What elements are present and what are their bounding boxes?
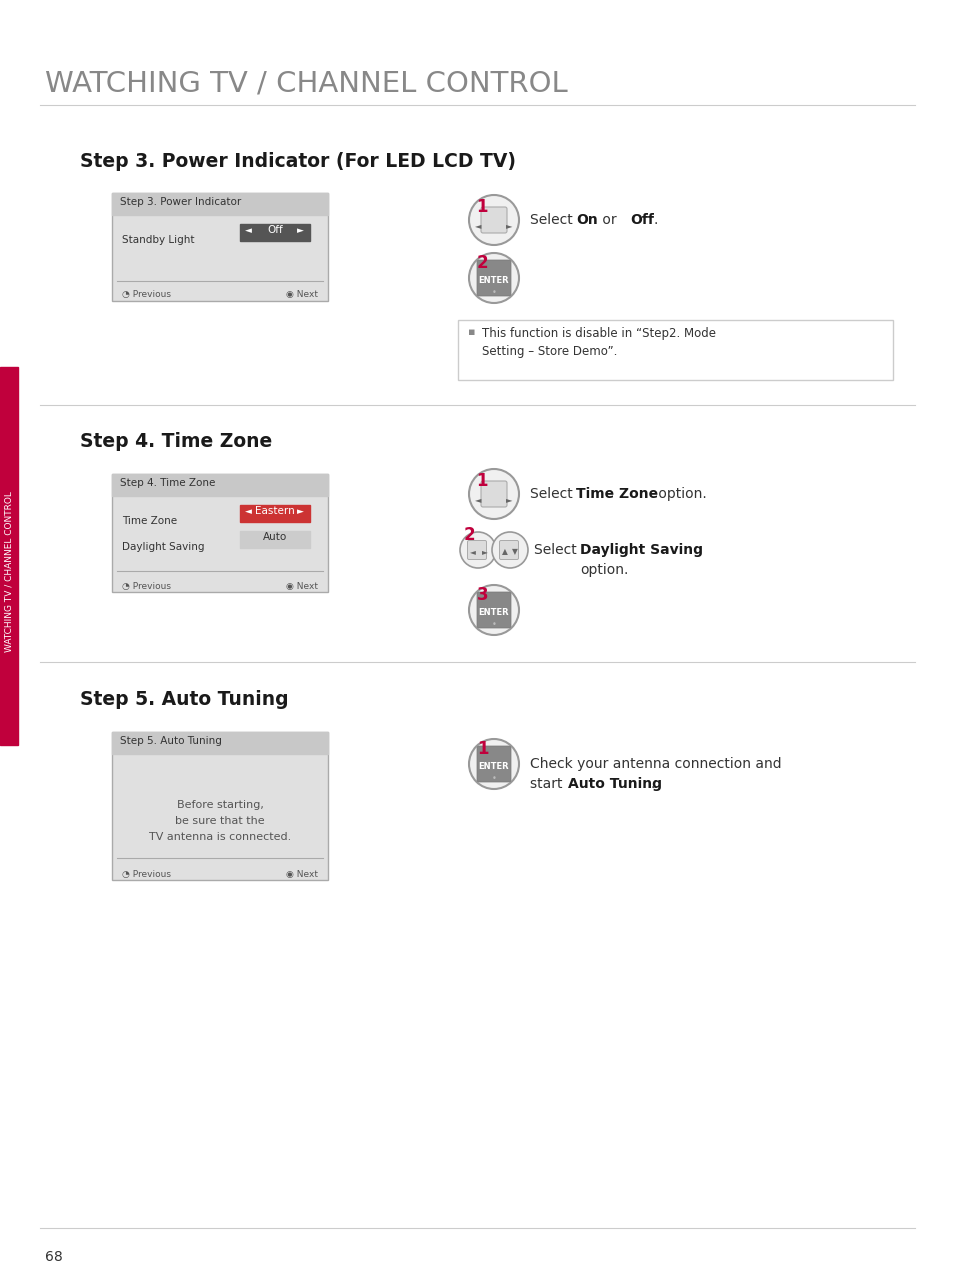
Circle shape <box>492 532 527 569</box>
Text: ◄: ◄ <box>245 226 252 235</box>
Text: be sure that the: be sure that the <box>175 817 265 826</box>
Text: start: start <box>530 777 566 791</box>
Text: Time Zone: Time Zone <box>576 487 658 501</box>
Text: ◄: ◄ <box>470 547 476 556</box>
Text: Daylight Saving: Daylight Saving <box>122 542 204 552</box>
FancyBboxPatch shape <box>480 207 506 233</box>
FancyBboxPatch shape <box>467 541 486 560</box>
Text: •: • <box>491 619 496 628</box>
Bar <box>457 321 892 380</box>
Text: .: . <box>654 212 658 226</box>
Text: On: On <box>576 212 598 226</box>
FancyBboxPatch shape <box>499 541 518 560</box>
Text: ►: ► <box>296 508 304 516</box>
Text: ENTER: ENTER <box>478 276 509 285</box>
Text: Setting – Store Demo”.: Setting – Store Demo”. <box>481 345 617 357</box>
Text: Eastern: Eastern <box>254 506 294 516</box>
Text: 1: 1 <box>476 472 487 490</box>
Text: ◉ Next: ◉ Next <box>286 583 317 591</box>
Text: Before starting,: Before starting, <box>176 800 263 810</box>
Text: 1: 1 <box>476 198 487 216</box>
Text: 2: 2 <box>463 527 476 544</box>
Bar <box>240 530 310 548</box>
Bar <box>112 731 328 754</box>
Text: Off: Off <box>267 225 283 235</box>
Text: Step 4. Time Zone: Step 4. Time Zone <box>120 478 215 488</box>
Text: ◔ Previous: ◔ Previous <box>122 870 171 879</box>
Text: Check your antenna connection and: Check your antenna connection and <box>530 757 781 771</box>
Text: Step 5. Auto Tuning: Step 5. Auto Tuning <box>120 736 222 745</box>
Text: ENTER: ENTER <box>478 608 509 617</box>
Circle shape <box>469 739 518 789</box>
Bar <box>112 193 328 215</box>
Circle shape <box>469 585 518 635</box>
Text: •: • <box>491 773 496 784</box>
Text: Step 3. Power Indicator (For LED LCD TV): Step 3. Power Indicator (For LED LCD TV) <box>80 151 516 170</box>
Text: •: • <box>491 287 496 296</box>
Text: Daylight Saving: Daylight Saving <box>579 543 702 557</box>
Text: ◔ Previous: ◔ Previous <box>122 290 171 299</box>
Text: Time Zone: Time Zone <box>122 516 177 527</box>
FancyBboxPatch shape <box>480 481 506 508</box>
Text: This function is disable in “Step2. Mode: This function is disable in “Step2. Mode <box>481 327 716 340</box>
Text: 3: 3 <box>476 586 488 604</box>
Text: WATCHING TV / CHANNEL CONTROL: WATCHING TV / CHANNEL CONTROL <box>5 491 13 653</box>
FancyBboxPatch shape <box>476 745 511 782</box>
Text: ►: ► <box>505 221 512 230</box>
Text: Select: Select <box>530 487 577 501</box>
Circle shape <box>459 532 496 569</box>
Text: Step 4. Time Zone: Step 4. Time Zone <box>80 432 272 452</box>
Text: option.: option. <box>579 563 628 577</box>
Text: WATCHING TV / CHANNEL CONTROL: WATCHING TV / CHANNEL CONTROL <box>45 70 567 98</box>
Bar <box>240 505 310 522</box>
FancyBboxPatch shape <box>476 259 511 296</box>
Text: ◄: ◄ <box>475 221 481 230</box>
FancyBboxPatch shape <box>476 591 511 628</box>
Text: TV antenna is connected.: TV antenna is connected. <box>149 832 291 842</box>
Text: ►: ► <box>481 547 487 556</box>
Text: ►: ► <box>296 226 304 235</box>
Text: Select: Select <box>534 543 580 557</box>
Bar <box>0 368 18 745</box>
Bar <box>112 731 328 880</box>
Text: ▪: ▪ <box>468 327 475 337</box>
Text: Auto Tuning: Auto Tuning <box>567 777 661 791</box>
Text: 2: 2 <box>476 254 488 272</box>
Bar <box>112 474 328 591</box>
Text: ◄: ◄ <box>475 495 481 504</box>
Text: Select: Select <box>530 212 577 226</box>
Text: ◄: ◄ <box>245 508 252 516</box>
Text: ▼: ▼ <box>512 547 517 556</box>
Text: ENTER: ENTER <box>478 762 509 771</box>
Text: 1: 1 <box>476 740 488 758</box>
Circle shape <box>469 195 518 245</box>
Text: ◔ Previous: ◔ Previous <box>122 583 171 591</box>
Text: Step 3. Power Indicator: Step 3. Power Indicator <box>120 197 241 207</box>
Circle shape <box>469 253 518 303</box>
Text: Auto: Auto <box>263 532 287 542</box>
Text: Step 5. Auto Tuning: Step 5. Auto Tuning <box>80 689 289 709</box>
Bar <box>112 193 328 301</box>
Text: 68: 68 <box>45 1250 63 1264</box>
Text: or: or <box>598 212 620 226</box>
Bar <box>240 224 310 240</box>
Text: option.: option. <box>654 487 706 501</box>
Text: ▲: ▲ <box>501 547 507 556</box>
Text: .: . <box>650 777 655 791</box>
Text: Standby Light: Standby Light <box>122 235 194 245</box>
Text: Off: Off <box>629 212 653 226</box>
Bar <box>112 474 328 496</box>
Text: ►: ► <box>505 495 512 504</box>
Text: ◉ Next: ◉ Next <box>286 290 317 299</box>
Circle shape <box>469 469 518 519</box>
Text: ◉ Next: ◉ Next <box>286 870 317 879</box>
